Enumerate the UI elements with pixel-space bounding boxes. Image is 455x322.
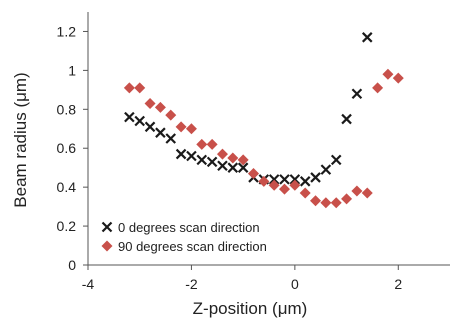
data-point [310,195,322,207]
series-ninety-degrees [123,68,404,209]
data-point [330,154,342,166]
y-tick-label: 0.8 [57,101,77,117]
data-point [351,185,363,197]
data-point [196,154,208,166]
axes [87,12,450,266]
data-point [175,148,187,160]
data-point [165,109,177,121]
y-tick-label: 0.4 [57,179,77,195]
y-tick-label: 1.2 [57,23,77,39]
data-point [382,68,394,80]
data-point [165,133,177,144]
data-point [258,175,270,187]
legend-marker [101,240,113,252]
data-point [237,162,249,173]
data-point [247,168,259,180]
x-tick-label: 0 [291,276,299,292]
data-point [217,160,228,172]
data-point [268,174,280,185]
data-point [310,172,321,183]
data-point [351,88,363,100]
legend-marker [101,221,113,233]
data-point [289,179,301,191]
data-point [237,154,249,166]
data-point [361,187,373,199]
legend-label: 0 degrees scan direction [118,220,260,235]
data-point [144,97,156,109]
y-axis-label: Beam radius (μm) [11,72,30,207]
data-point [341,113,352,125]
data-point [206,156,218,168]
data-point [320,197,332,209]
legend-item: 0 degrees scan direction [101,220,260,235]
x-tick-label: 2 [394,276,402,292]
data-point [134,115,145,127]
data-point [227,152,239,164]
data-point [341,193,353,205]
data-point [279,183,291,195]
data-point [320,164,332,175]
data-point [144,121,156,133]
data-point [279,174,290,185]
x-axis-label: Z-position (μm) [193,299,308,318]
data-point [330,197,342,209]
data-point [155,127,166,138]
legend-item: 90 degrees scan direction [101,239,267,254]
data-point [268,179,280,191]
data-point [361,32,373,43]
data-point [299,187,311,199]
data-point [175,121,187,133]
data-point [206,138,218,150]
data-point [227,162,239,173]
x-tick-label: -4 [82,276,95,292]
legend: 0 degrees scan direction 90 degrees scan … [101,220,267,254]
y-tick-label: 1 [68,62,76,78]
data-point [299,176,311,187]
data-point [372,82,384,94]
y-tick-label: 0.6 [57,140,77,156]
x-tick-label: -2 [185,276,198,292]
data-point [185,123,197,135]
y-tick-label: 0 [68,257,76,273]
data-point [216,148,228,160]
y-axis-ticks: 0 0.2 0.4 0.6 0.8 1 1.2 [57,23,88,273]
x-axis-ticks: -4 -2 0 2 [82,265,402,292]
data-point [123,82,135,94]
data-point [124,111,135,123]
data-point [134,82,146,94]
plot-area [123,32,404,209]
data-point [186,150,197,162]
legend-label: 90 degrees scan direction [118,239,267,254]
data-point [154,101,166,113]
y-tick-label: 0.2 [57,218,77,234]
data-point [196,138,208,150]
data-point [392,72,404,84]
data-point [289,174,301,185]
